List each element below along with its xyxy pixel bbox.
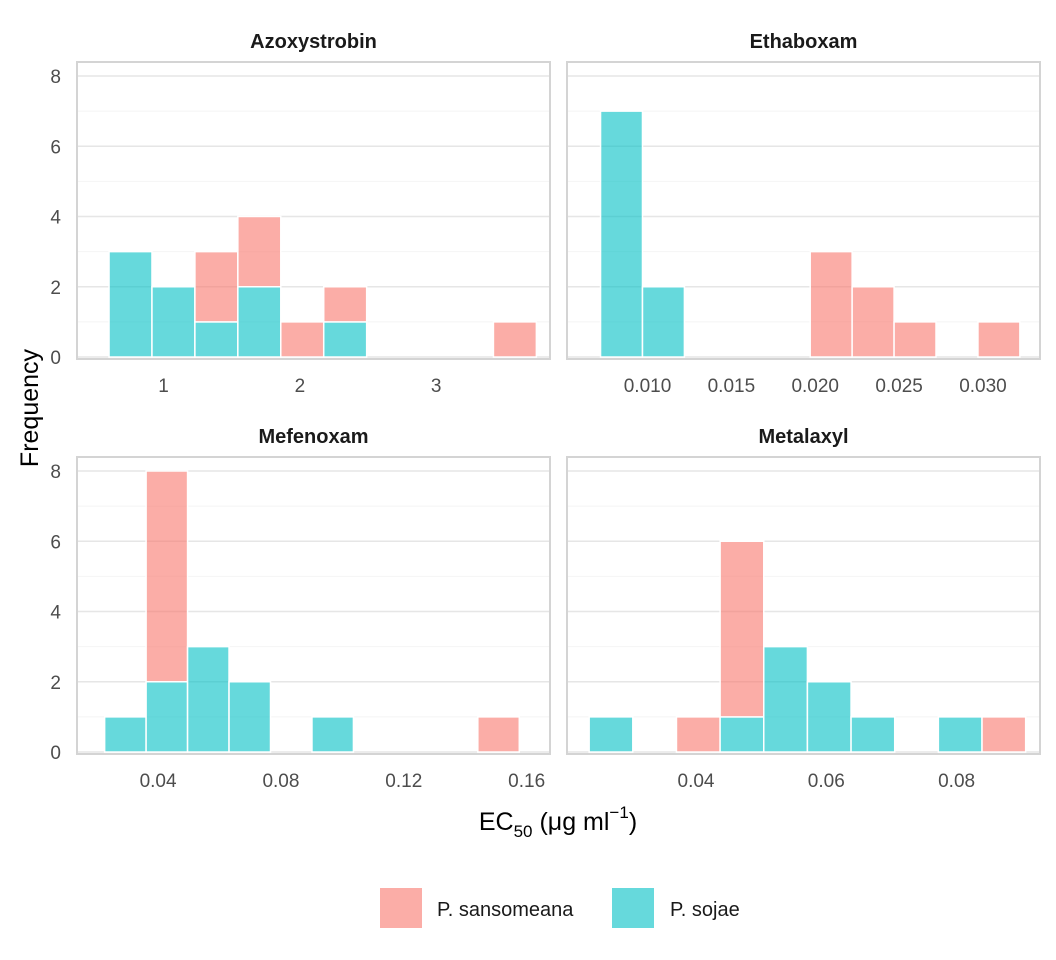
facet-title: Ethaboxam xyxy=(750,31,858,53)
bar-sojae xyxy=(145,681,189,753)
legend-label-sansomeana: P. sansomeana xyxy=(437,899,574,921)
bar-sansomeana xyxy=(851,286,895,358)
y-tick-label: 0 xyxy=(50,348,61,369)
x-axis-title-main: EC xyxy=(479,808,514,836)
bar-sojae xyxy=(237,286,282,358)
facet-title: Metalaxyl xyxy=(758,426,848,448)
bar-sojae xyxy=(937,716,983,753)
panel-border xyxy=(76,456,551,755)
facet-panel-metalaxyl: Metalaxyl 0.04 0.06 0.08 xyxy=(566,426,1041,792)
x-tick-label: 0.020 xyxy=(791,376,839,397)
bar-sojae xyxy=(311,716,355,753)
y-tick-label: 8 xyxy=(50,462,61,483)
x-tick-label: 0.04 xyxy=(140,771,177,792)
panel-border xyxy=(76,61,551,360)
chart-panels: Azoxystrobin 0 2 4 6 8 1 2 3 Ethaboxam 0.010 0.015 0… xyxy=(50,31,1041,792)
bar-sansomeana xyxy=(194,250,239,323)
facet-title: Azoxystrobin xyxy=(250,31,377,53)
y-tick-label: 2 xyxy=(50,278,61,299)
bar-sansomeana xyxy=(280,321,325,358)
x-tick-label: 0.08 xyxy=(938,771,975,792)
x-tick-label: 0.015 xyxy=(708,376,756,397)
y-axis-title: Frequency xyxy=(16,348,44,467)
x-axis-title-sub: 50 xyxy=(514,822,533,841)
x-axis-title: EC50 (μg ml−1) xyxy=(479,803,637,841)
x-axis-title-units: (μg ml xyxy=(533,808,610,836)
bar-sojae xyxy=(322,321,368,358)
bar-sojae xyxy=(850,716,896,753)
x-axis-title-sup: −1 xyxy=(609,803,628,822)
bar-sojae xyxy=(194,321,239,358)
legend-key-sojae xyxy=(612,888,654,928)
panel-border xyxy=(566,456,1041,755)
y-tick-label: 2 xyxy=(50,673,61,694)
x-tick-label: 0.08 xyxy=(262,771,299,792)
x-tick-label: 3 xyxy=(431,376,442,397)
bar-sojae xyxy=(151,286,196,358)
bar-sojae xyxy=(103,716,147,753)
panel-border xyxy=(566,61,1041,360)
x-tick-label: 0.04 xyxy=(678,771,715,792)
x-tick-label: 0.12 xyxy=(385,771,422,792)
y-tick-label: 8 xyxy=(50,67,61,88)
bar-sojae xyxy=(186,645,230,753)
y-tick-label: 4 xyxy=(50,603,61,624)
bar-sojae xyxy=(108,250,153,358)
facet-panel-azoxystrobin: Azoxystrobin 0 2 4 6 8 1 2 3 xyxy=(50,31,551,397)
bar-sojae xyxy=(641,286,686,358)
x-tick-label: 0.06 xyxy=(808,771,845,792)
bar-sojae xyxy=(719,716,765,753)
legend-key-sansomeana xyxy=(380,888,422,928)
bar-sansomeana xyxy=(893,321,937,358)
x-tick-label: 1 xyxy=(158,376,169,397)
y-tick-label: 6 xyxy=(50,137,61,158)
bar-sansomeana xyxy=(145,470,189,683)
facet-title: Mefenoxam xyxy=(258,426,368,448)
x-tick-label: 0.030 xyxy=(959,376,1007,397)
x-axis-title-close: ) xyxy=(629,808,637,836)
legend-label-sojae: P. sojae xyxy=(670,899,740,921)
bar-sojae xyxy=(228,681,272,753)
facet-panel-ethaboxam: Ethaboxam 0.010 0.015 0.020 0.025 0.030 xyxy=(566,31,1041,397)
bar-sansomeana xyxy=(809,250,853,358)
bar-sansomeana xyxy=(719,540,765,718)
x-tick-label: 0.16 xyxy=(508,771,545,792)
bar-sojae xyxy=(806,681,852,753)
bar-sojae xyxy=(477,716,521,753)
bar-sansomeana xyxy=(322,286,368,323)
bar-sojae xyxy=(599,110,644,358)
bar-sansomeana xyxy=(237,215,282,288)
x-tick-label: 0.025 xyxy=(875,376,923,397)
y-tick-label: 0 xyxy=(50,743,61,764)
x-tick-label: 2 xyxy=(295,376,306,397)
bar-sansomeana xyxy=(981,716,1027,753)
bar-sojae xyxy=(588,716,634,753)
y-tick-label: 4 xyxy=(50,208,61,229)
x-tick-label: 0.010 xyxy=(624,376,672,397)
bar-sansomeana xyxy=(977,321,1021,358)
facet-panel-mefenoxam: Mefenoxam 0 2 4 6 8 0.04 0.08 0.12 0.16 xyxy=(50,426,551,792)
bar-sansomeana xyxy=(675,716,721,753)
legend: P. sansomeana P. sojae xyxy=(380,888,740,928)
bar-sansomeana xyxy=(492,321,538,358)
bar-sojae xyxy=(763,645,809,753)
y-tick-label: 6 xyxy=(50,532,61,553)
